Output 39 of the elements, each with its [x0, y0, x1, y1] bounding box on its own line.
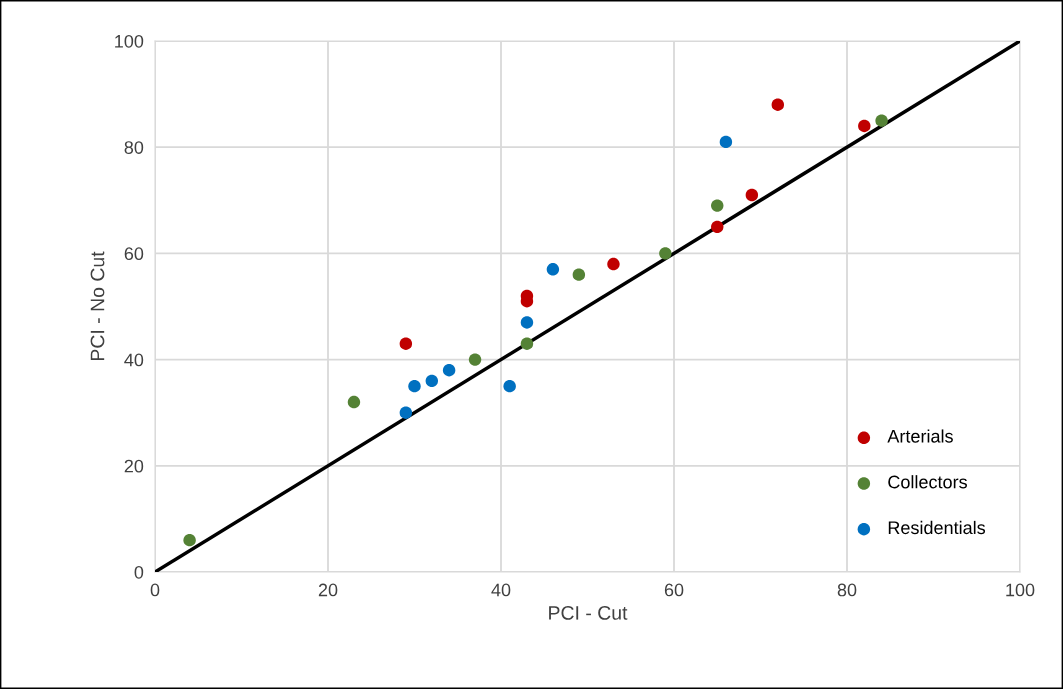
- point: [719, 135, 733, 149]
- point: [771, 98, 785, 111]
- point: [711, 199, 724, 212]
- point: [711, 220, 724, 234]
- legend-label: Arterials: [887, 429, 953, 443]
- point: [425, 374, 439, 388]
- x-tick-label: 0: [150, 583, 160, 597]
- point: [468, 353, 482, 366]
- x-axis-title: PCI - Cut: [549, 606, 628, 620]
- point: [659, 247, 672, 260]
- point: [858, 119, 871, 133]
- point: [546, 263, 560, 276]
- point: [572, 268, 586, 281]
- point: [520, 337, 534, 350]
- point: [520, 316, 534, 329]
- x-tick-label: 20: [318, 583, 338, 597]
- point: [875, 114, 888, 127]
- y-tick-label: 20: [124, 459, 144, 473]
- y-tick-label: 100: [115, 34, 144, 48]
- x-tick-label: 40: [491, 583, 511, 597]
- y-tick-label: 80: [124, 141, 144, 154]
- y-tick-label: 0: [134, 565, 144, 579]
- y-tick-label: 40: [124, 353, 144, 367]
- x-tick-label: 80: [837, 583, 857, 597]
- y-tick-label: 60: [124, 247, 144, 261]
- legend-label: Collectors: [888, 475, 967, 489]
- y-axis-title: PCI - No Cut: [90, 251, 105, 361]
- x-tick-label: 100: [1006, 583, 1035, 597]
- point: [503, 379, 516, 393]
- x-tick-label: 60: [664, 583, 684, 597]
- point: [347, 395, 361, 409]
- point: [183, 533, 196, 547]
- point: [408, 379, 421, 393]
- point: [399, 406, 413, 419]
- point: [607, 257, 620, 271]
- legend-label: Residentials: [888, 520, 986, 535]
- point: [399, 337, 413, 350]
- point: [745, 188, 759, 202]
- point: [442, 364, 456, 377]
